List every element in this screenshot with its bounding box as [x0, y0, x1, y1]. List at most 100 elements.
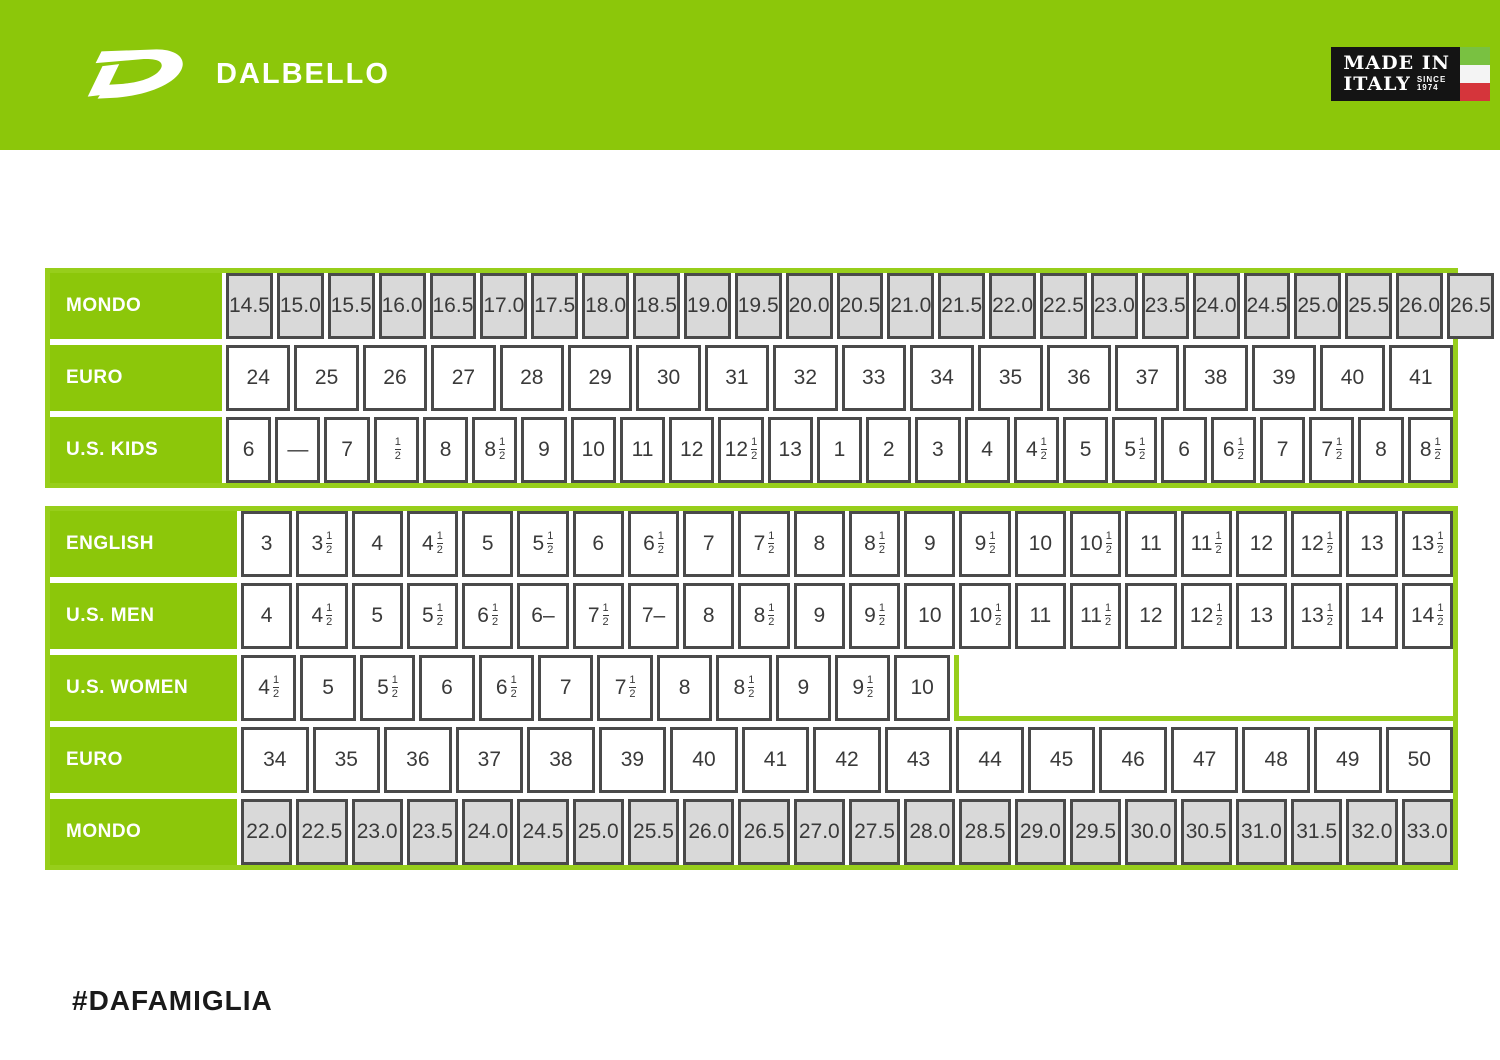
size-cell: 35: [978, 345, 1043, 411]
flag-stripe-red: [1460, 83, 1490, 101]
brand-wordmark: DALBELLO: [216, 57, 390, 90]
row-label: U.S. MEN: [50, 583, 237, 649]
size-cell: 34: [241, 727, 309, 793]
row-label: EURO: [50, 345, 222, 411]
size-cell: 15.5: [327, 273, 375, 339]
size-cell: 7: [683, 511, 735, 577]
size-cell: 11 1 2: [1180, 511, 1232, 577]
size-cell: 7: [324, 417, 370, 483]
size-cell: 10: [904, 583, 956, 649]
size-cell: 41: [741, 727, 810, 793]
size-cell: 6: [1161, 417, 1207, 483]
size-cell: 11: [1125, 511, 1177, 577]
size-cell: 32: [773, 345, 838, 411]
size-cell: 12: [669, 417, 715, 483]
size-cell: 26.0: [1396, 273, 1443, 339]
size-cell: 3: [241, 511, 293, 577]
flag-stripe-white: [1460, 65, 1490, 83]
size-cell: 38: [527, 727, 595, 793]
dalbello-logo: DALBELLO: [72, 44, 390, 104]
size-cell: 12: [1235, 511, 1288, 577]
size-cell: 24.0: [1192, 273, 1240, 339]
size-cell: 11 1 2: [1069, 583, 1122, 649]
size-row-u-s-men: U.S. MEN 4 4 1 2 5 5 1 2 6 1 2 6– 7 1 2 7– 8 8 1 2 9 9 1 2 10 10 1 2…: [50, 583, 1453, 649]
size-cell: 26.0: [683, 799, 735, 865]
size-cell: 10 1 2: [959, 583, 1011, 649]
size-cell: 24: [226, 345, 291, 411]
size-cell: 6: [419, 655, 475, 721]
size-cell: 18.5: [633, 273, 680, 339]
size-cell: 18.0: [582, 273, 629, 339]
size-cell: 6: [226, 417, 272, 483]
row-label: MONDO: [50, 799, 237, 865]
row-label: U.S. KIDS: [50, 417, 222, 483]
size-cell: 6–: [517, 583, 569, 649]
size-cell: 42: [813, 727, 881, 793]
size-cell: 33: [841, 345, 906, 411]
size-cell: 13 1 2: [1401, 511, 1453, 577]
size-cell: 27.5: [848, 799, 901, 865]
size-cell: 11: [619, 417, 666, 483]
size-cell: 8: [793, 511, 845, 577]
size-cell: 13: [1346, 511, 1398, 577]
size-cell: 19.5: [734, 273, 782, 339]
size-cell: 8: [422, 417, 469, 483]
size-cell: 20.5: [836, 273, 884, 339]
size-cell: 44: [956, 727, 1024, 793]
size-cell: 25.5: [627, 799, 680, 865]
size-cell: 4: [351, 511, 403, 577]
size-cell: 14: [1346, 583, 1398, 649]
row-cells: 3 3 1 2 4 4 1 2 5 5 1 2 6 6 1 2 7 7 1 2 8 8 1 2 9 9 1 2 10 10 1 2 11 11 1 2…: [237, 511, 1453, 577]
size-cell: 8: [683, 583, 735, 649]
size-cell: 25.0: [572, 799, 624, 865]
size-cell: 24.5: [517, 799, 569, 865]
size-cell: 12 1 2: [1291, 511, 1343, 577]
size-cell: 23.5: [1141, 273, 1189, 339]
size-cell: 27.0: [793, 799, 845, 865]
header-banner: DALBELLO MADE IN ITALY SINCE 1974: [0, 0, 1500, 150]
size-cell: 5: [1062, 417, 1109, 483]
size-cell: 14 1 2: [1401, 583, 1453, 649]
size-cell: 10: [894, 655, 950, 721]
size-cell: 23.5: [406, 799, 459, 865]
size-row-u-s-kids: U.S. KIDS 6—7 1 2 8 8 1 2 9 10 11 12 12 1 2 13 1 2 3 4 4 1 2 5 5…: [50, 417, 1453, 483]
size-cell: 33.0: [1401, 799, 1453, 865]
size-cell: 12 1 2: [718, 417, 764, 483]
size-cell: 32.0: [1346, 799, 1398, 865]
size-cell: 28.0: [904, 799, 956, 865]
size-cell: 13: [1235, 583, 1288, 649]
size-cell: 5: [462, 511, 514, 577]
size-cell: 25: [294, 345, 359, 411]
size-cell: 36: [384, 727, 452, 793]
size-cell: 31: [704, 345, 770, 411]
italian-flag-icon: [1460, 47, 1490, 101]
row-label: ENGLISH: [50, 511, 237, 577]
size-cell: 26: [362, 345, 428, 411]
size-cell: 19.0: [683, 273, 731, 339]
size-cell: 37: [1115, 345, 1180, 411]
size-row-euro: EURO 24 25 26 27 28 29 30 31 32 33 34 35 36 37 38 39 40 41: [50, 345, 1454, 411]
size-cell: 7–: [627, 583, 680, 649]
size-cell: 30.0: [1125, 799, 1177, 865]
size-row-english: ENGLISH 3 3 1 2 4 4 1 2 5 5 1 2 6 6 1 2 7 7 1 2 8 8 1 2 9 9 1 2 10 10 1…: [50, 511, 1453, 577]
size-cell: 13: [767, 417, 813, 483]
size-cell: 7: [538, 655, 594, 721]
size-cell: 27: [431, 345, 496, 411]
size-cell: 11: [1014, 583, 1066, 649]
size-cell: 8: [656, 655, 713, 721]
size-cell: 20.0: [785, 273, 833, 339]
